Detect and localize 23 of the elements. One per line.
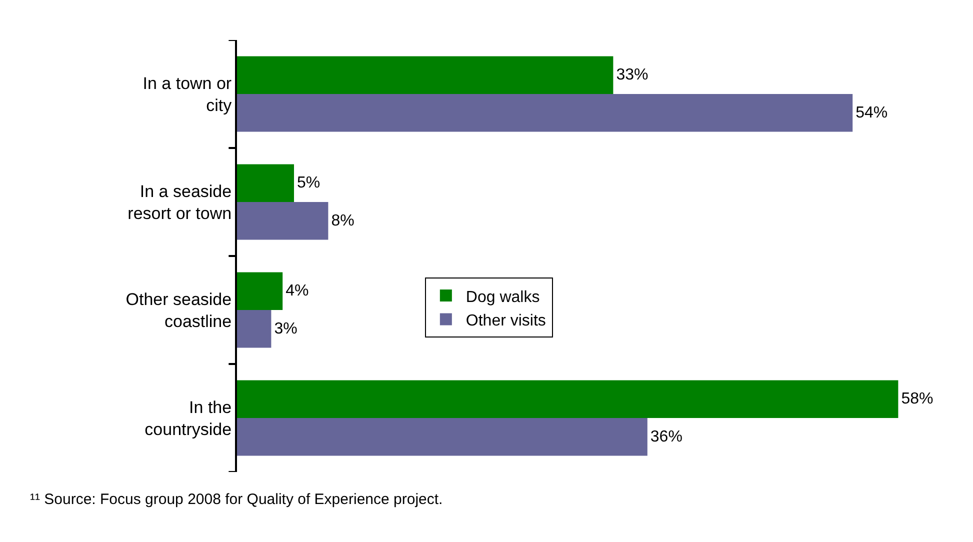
bar [237, 94, 853, 132]
legend-label: Dog walks [466, 288, 540, 306]
data-label: 58% [901, 390, 934, 408]
y-tick-label: Other seaside coastline [126, 290, 232, 331]
y-tick-label: In the countryside [144, 398, 232, 439]
bar [237, 164, 294, 202]
bar [237, 56, 614, 94]
data-label: 54% [856, 104, 888, 122]
data-label: 33% [616, 66, 648, 84]
y-tick-label: In a seaside resort or town [128, 182, 232, 223]
bar [237, 272, 283, 310]
bar [237, 380, 898, 418]
data-label: 3% [274, 320, 298, 338]
data-label: 8% [331, 212, 354, 230]
data-label: 4% [286, 282, 309, 300]
text: ¹¹ Source: Focus group 2008 for Quality of Experience project. [30, 491, 443, 508]
y-tick-label: In a town or city [142, 74, 232, 115]
legend-label: Other visits [466, 312, 546, 330]
data-label: 5% [297, 174, 320, 192]
bar [237, 418, 648, 456]
bar [237, 202, 328, 240]
bar [237, 310, 272, 348]
data-label: 36% [650, 428, 682, 446]
